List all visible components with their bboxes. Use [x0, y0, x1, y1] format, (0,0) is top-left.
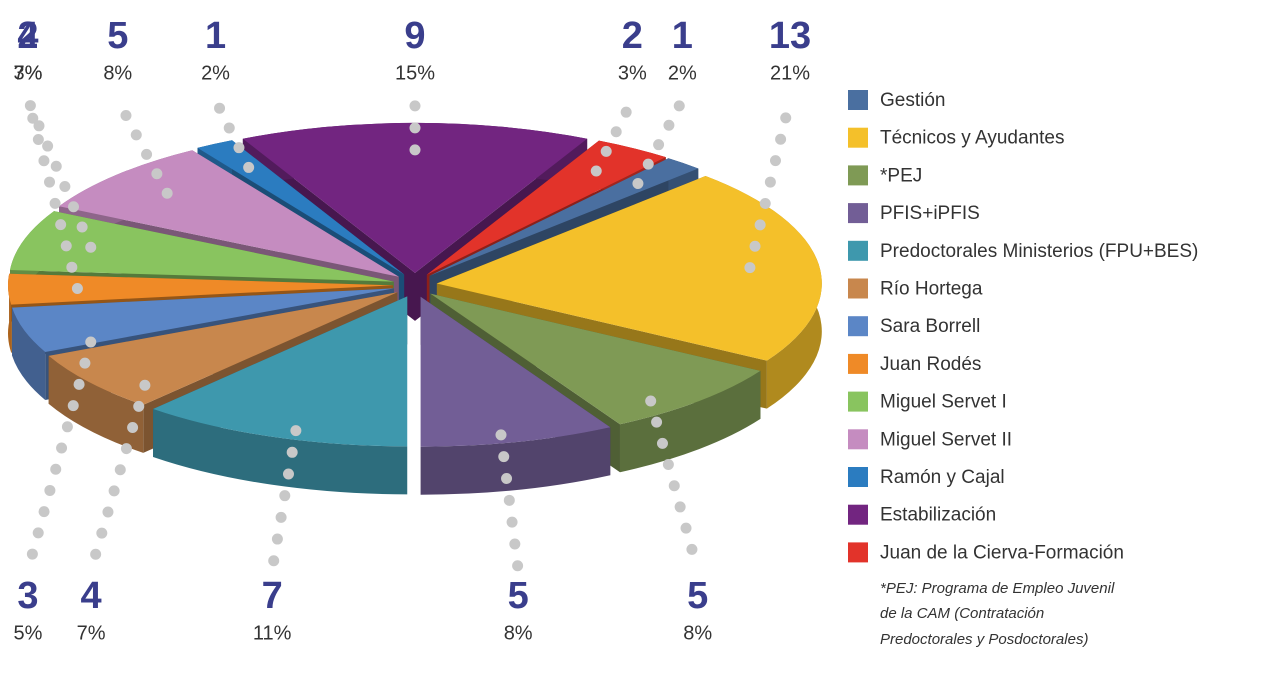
slice-top [48, 292, 398, 405]
legend-swatch [848, 127, 868, 148]
slice [420, 296, 611, 495]
leader-dots [112, 94, 173, 199]
count-label: 5 [687, 575, 708, 617]
slice-wall [420, 427, 611, 495]
slice-top [420, 296, 611, 447]
legend-label: Sara Borrell [880, 316, 980, 337]
slice-top [12, 288, 394, 352]
count-label: 4 [80, 575, 101, 617]
slice-top [10, 211, 394, 282]
count-label: 7 [262, 575, 283, 617]
percent-label: 11% [253, 622, 292, 644]
count-label: 1 [205, 15, 226, 57]
percent-label: 2% [668, 62, 697, 84]
percent-label: 3% [618, 62, 647, 84]
percent-label: 8% [103, 62, 132, 84]
count-label: 13 [769, 15, 811, 57]
slice [430, 293, 761, 473]
percent-label: 3% [14, 62, 43, 84]
percent-label: 5% [14, 622, 43, 644]
legend-label: Juan Rodés [880, 354, 981, 375]
leader-dots [210, 94, 255, 173]
legend-swatch [848, 316, 868, 337]
leader-dots [645, 395, 704, 576]
legend-label: Estabilización [880, 505, 996, 526]
legend-swatch [848, 467, 868, 487]
slice-top [242, 122, 588, 273]
percent-label: 7% [77, 622, 106, 644]
slice-top [430, 293, 761, 425]
count-label: 5 [107, 15, 128, 57]
count-label: 5 [508, 575, 529, 617]
legend-swatch [848, 429, 868, 450]
slice-top [436, 176, 822, 361]
slice-top [59, 150, 399, 277]
legend-swatch [848, 165, 868, 186]
legend-swatch [848, 542, 868, 563]
legend-swatch [848, 504, 868, 525]
leader-dots [22, 336, 97, 576]
slice-side [48, 292, 398, 453]
legend-swatch [848, 278, 868, 299]
percent-label: 2% [201, 62, 230, 84]
leader-dots [266, 425, 302, 576]
slice-wall [12, 307, 46, 400]
count-label: 4 [17, 15, 38, 57]
legend-swatch [848, 90, 868, 110]
note: *PEJ: Programa de Empleo Juvenil [880, 580, 1115, 597]
note: Predoctorales y Posdoctorales) [880, 631, 1088, 648]
legend-label: Técnicos y Ayudantes [880, 128, 1064, 149]
slice-top [429, 158, 699, 276]
count-label: 1 [672, 15, 693, 57]
percent-label: 8% [504, 622, 533, 644]
legend-label: *PEJ [880, 165, 922, 186]
slice [48, 292, 398, 453]
slice-top [426, 140, 666, 275]
slice-wall [48, 355, 144, 453]
slice-wall [619, 370, 761, 473]
legend-label: Ramón y Cajal [880, 467, 1005, 488]
leader-dots [590, 94, 638, 177]
percent-label: 8% [683, 622, 712, 644]
leader-dots [22, 94, 97, 253]
legend-label: Río Hortega [880, 279, 983, 300]
count-label: 9 [404, 15, 425, 57]
count-label: 2 [622, 15, 643, 57]
count-label: 3 [17, 575, 38, 617]
legend-label: Miguel Servet I [880, 392, 1007, 413]
count-label: 2 [17, 15, 38, 57]
leader-dots [495, 429, 524, 576]
legend-swatch [848, 353, 868, 374]
labels: 9 15% 1 2% 2 3% 1 2% 5 8% 4 7% 13 21% 2 3% 3 5% 4 7% 5 8% 7 11%… [14, 15, 812, 644]
pie [8, 122, 822, 495]
legend-label: PFIS+iPFIS [880, 203, 980, 224]
legend-swatch [848, 240, 868, 261]
slice-top [197, 140, 405, 275]
percent-label: 21% [770, 62, 810, 84]
slice-wall [153, 408, 408, 495]
legend-label: Gestión [880, 90, 945, 111]
legend-label: Miguel Servet II [880, 429, 1012, 450]
leader-dots [744, 94, 796, 274]
percent-label: 7% [14, 62, 43, 84]
legend-swatch [848, 391, 868, 412]
slice-top [8, 273, 394, 305]
legend-label: Predoctorales Ministerios (FPU+BES) [880, 241, 1198, 262]
legend-label: Juan de la Cierva-Formación [880, 542, 1124, 563]
slice [153, 296, 408, 495]
leader-dots [632, 94, 688, 190]
legend-swatch [848, 203, 868, 224]
note: de la CAM (Contratación [880, 605, 1044, 622]
percent-label: 15% [395, 62, 435, 84]
slice-top [153, 296, 408, 447]
